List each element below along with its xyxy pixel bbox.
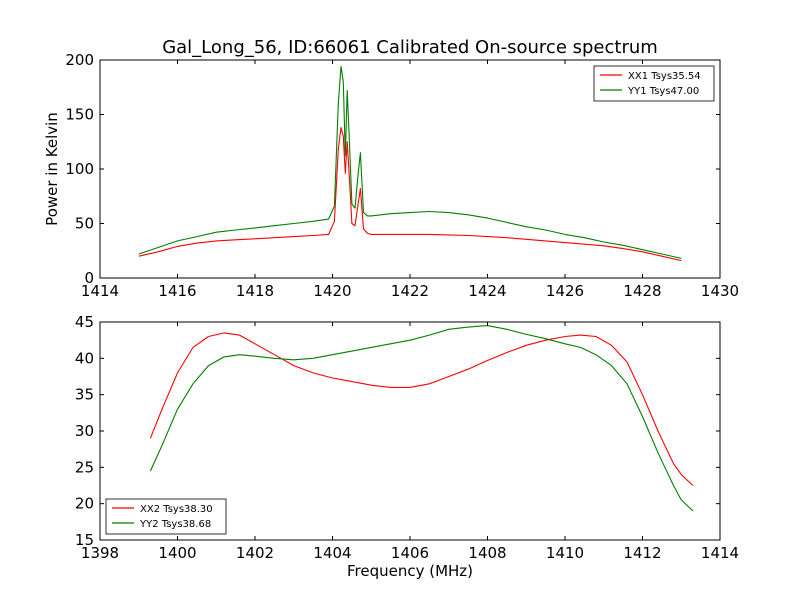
y-tick-label: 50 xyxy=(75,215,94,233)
y-tick-label: 0 xyxy=(84,269,94,287)
x-tick-label: 1426 xyxy=(546,282,584,300)
x-tick-label: 1424 xyxy=(468,282,506,300)
x-tick-label: 1428 xyxy=(623,282,661,300)
series-line-xx2 xyxy=(149,332,694,486)
x-tick-label: 1420 xyxy=(313,282,351,300)
x-tick-label: 1418 xyxy=(236,282,274,300)
x-tick-label: 1430 xyxy=(701,282,739,300)
x-axis-label: Frequency (MHz) xyxy=(347,562,473,580)
x-tick-label: 1414 xyxy=(81,282,119,300)
y-axis-label: Power in Kelvin xyxy=(43,112,61,226)
legend-box xyxy=(593,65,715,102)
x-tick-label: 1402 xyxy=(236,544,274,562)
x-tick-label: 1412 xyxy=(623,544,661,562)
x-tick-label: 1410 xyxy=(546,544,584,562)
y-tick-label: 35 xyxy=(75,386,94,404)
legend-label: YY2 Tsys38.68 xyxy=(139,519,211,530)
x-tick-label: 1416 xyxy=(158,282,196,300)
y-tick-label: 150 xyxy=(65,106,94,124)
legend-label: XX2 Tsys38.30 xyxy=(140,504,213,515)
x-tick-label: 1400 xyxy=(158,544,196,562)
x-tick-label: 1404 xyxy=(313,544,351,562)
series-line-xx1 xyxy=(138,127,682,262)
y-tick-label: 20 xyxy=(75,495,94,513)
y-tick-label: 40 xyxy=(75,349,94,367)
top-plot-panel: 1414 1416 1418 1420 1422 1424 1426 1428 1430 0 50 1… xyxy=(43,51,739,300)
x-tick-label: 1408 xyxy=(468,544,506,562)
x-tick-label: 1414 xyxy=(701,544,739,562)
y-tick-label: 15 xyxy=(75,531,94,549)
x-tick-label: 1422 xyxy=(391,282,429,300)
legend: XX2 Tsys38.30 YY2 Tsys38.68 xyxy=(105,498,227,535)
legend-label: XX1 Tsys35.54 xyxy=(628,71,701,82)
x-tick-label: 1406 xyxy=(391,544,429,562)
series-line-yy2 xyxy=(149,325,694,512)
y-tick-label: 200 xyxy=(65,51,94,69)
legend-box xyxy=(105,498,227,535)
legend: XX1 Tsys35.54 YY1 Tsys47.00 xyxy=(593,65,715,102)
x-tick-label: 1398 xyxy=(81,544,119,562)
y-tick-label: 25 xyxy=(75,458,94,476)
legend-label: YY1 Tsys47.00 xyxy=(627,86,699,97)
bottom-plot-panel: 1398 1400 1402 1404 1406 1408 1410 1412 1414 15 20… xyxy=(75,313,739,580)
y-tick-label: 30 xyxy=(75,422,94,440)
series-line-yy1 xyxy=(138,65,682,259)
y-tick-label: 45 xyxy=(75,313,94,331)
y-tick-label: 100 xyxy=(65,160,94,178)
figure-title: Gal_Long_56, ID:66061 Calibrated On-sour… xyxy=(162,37,658,58)
